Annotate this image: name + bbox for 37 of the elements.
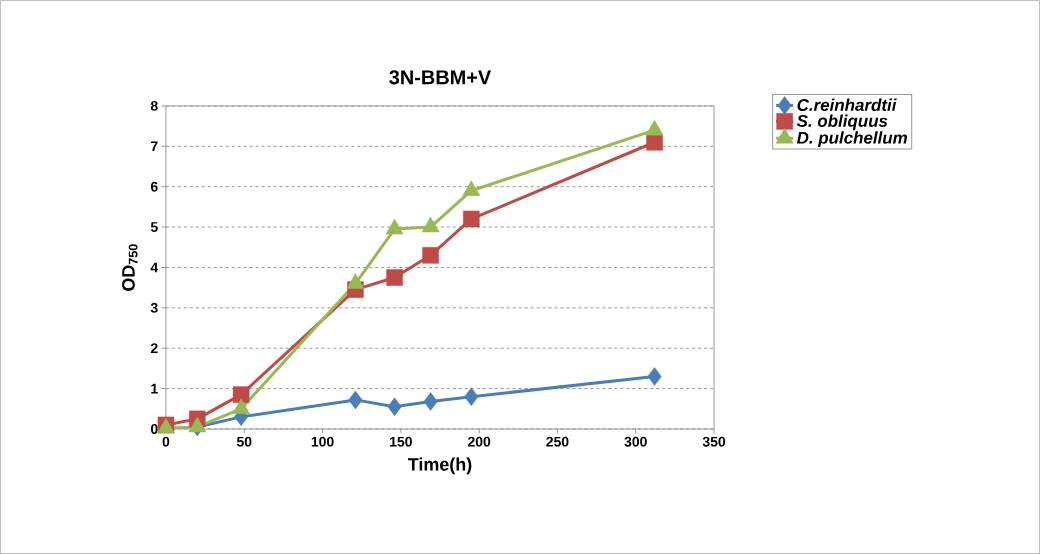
y-tick-label: 3: [150, 302, 158, 313]
y-axis-title: OD$_{750}$: [122, 244, 138, 291]
point: [348, 390, 363, 410]
point: [645, 119, 664, 136]
x-tick-label: 250: [546, 436, 569, 447]
legend-label: D. pulchellum: [796, 131, 908, 148]
x-tick-label: 0: [162, 436, 170, 447]
x-tick-label: 100: [311, 436, 334, 447]
x-tick-label: 50: [236, 436, 252, 447]
point: [462, 180, 481, 197]
point: [232, 386, 250, 403]
y-tick-label: 8: [150, 101, 158, 111]
y-tick-label: 4: [150, 262, 159, 273]
x-axis-title: Time(h): [407, 457, 472, 475]
x-tick-label: 150: [390, 436, 412, 447]
y-tick-label: 6: [150, 181, 158, 192]
legend-label: S. obliquus: [796, 114, 888, 131]
point: [647, 367, 662, 386]
point: [421, 216, 440, 233]
point: [346, 273, 365, 289]
x-tick-label: 350: [702, 436, 726, 447]
point: [464, 387, 479, 406]
x-tick-label: 200: [467, 436, 491, 447]
chart-title: 3N-BBM+V: [389, 70, 492, 85]
y-tick-label: 2: [150, 343, 158, 354]
y-tick-label: 0: [150, 424, 158, 434]
point: [463, 210, 480, 228]
point: [386, 269, 403, 286]
y-tick-label: 5: [150, 222, 158, 232]
y-tick-label: 1: [151, 383, 158, 394]
y-tick-label: 7: [151, 141, 158, 152]
legend-label: C.reinhardtii: [797, 98, 897, 112]
x-tick-label: 300: [624, 436, 647, 447]
point: [422, 247, 439, 264]
point: [387, 397, 402, 417]
point: [385, 218, 404, 235]
point: [423, 392, 438, 411]
